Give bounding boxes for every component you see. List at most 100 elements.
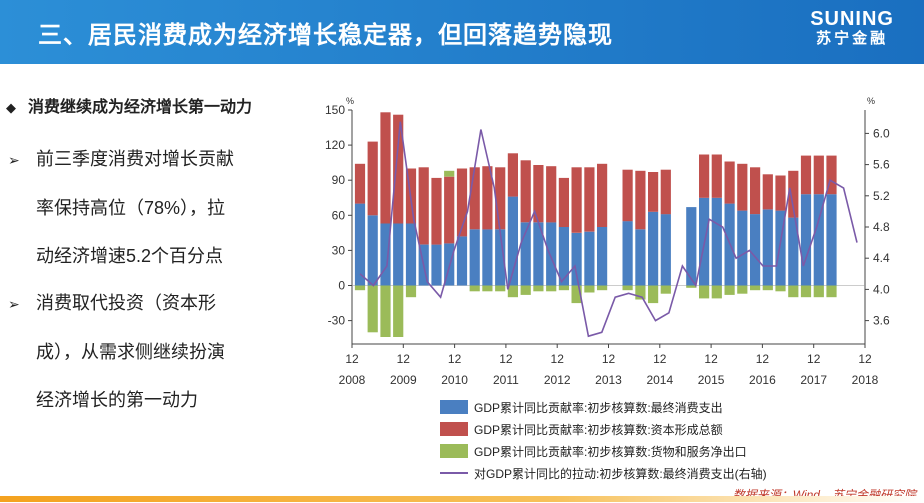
bar-net-export <box>482 285 493 292</box>
chart-container: %% -30 0 30 60 90 120 150 3.6 4.0 4.4 4.8 5.2 5.6 6.0 1… <box>300 92 920 397</box>
footer-accent-bar <box>0 496 924 502</box>
bar-net-export <box>584 285 595 293</box>
bar-consumption <box>648 211 659 286</box>
bar-capital <box>558 177 569 227</box>
x-year-label: 2016 <box>749 373 776 387</box>
bar-consumption <box>686 207 697 286</box>
arrow-icon: ➢ <box>8 296 20 312</box>
y2-tick-label: 5.2 <box>873 189 890 203</box>
bar-capital <box>444 176 455 244</box>
bar-consumption <box>367 215 378 286</box>
bar-capital <box>495 167 506 230</box>
bar-consumption <box>737 210 748 286</box>
x-year-label: 2011 <box>493 373 519 387</box>
bar-net-export <box>788 285 799 298</box>
left-axis-unit: % <box>346 96 354 106</box>
bar-capital <box>546 166 557 223</box>
bar-consumption <box>711 197 722 286</box>
bar-net-export <box>558 285 569 291</box>
bar-capital <box>380 112 391 224</box>
bar-consumption <box>354 203 366 286</box>
x-year-label: 2014 <box>646 373 673 387</box>
x-month-label: 12 <box>602 352 616 366</box>
bar-consumption <box>482 229 493 286</box>
bar-consumption <box>597 227 608 286</box>
right-axis-unit: % <box>867 96 875 106</box>
bar-consumption <box>495 229 506 286</box>
bar-capital <box>456 168 468 237</box>
arrow-icon: ➢ <box>8 152 20 168</box>
bar-net-export <box>571 285 582 304</box>
x-month-label: 12 <box>448 352 462 366</box>
bar-capital <box>660 169 671 215</box>
y2-tick-label: 4.8 <box>873 220 890 234</box>
bar-net-export <box>354 285 366 291</box>
bar-capital <box>648 172 659 212</box>
bar-consumption <box>813 194 824 286</box>
bullet-2-line-2: 成），从需求侧继续扮演 <box>36 342 225 362</box>
x-year-label: 2008 <box>339 373 366 387</box>
bar-net-export <box>469 285 480 292</box>
bar-capital <box>418 167 429 245</box>
y2-tick-label: 4.4 <box>873 251 890 265</box>
bar-net-export <box>635 285 646 300</box>
bar-net-export <box>775 285 786 292</box>
legend-item-capital: GDP累计同比贡献率:初步核算数:资本形成总额 <box>440 418 767 440</box>
y2-tick-label: 3.6 <box>873 314 890 328</box>
bar-consumption <box>660 214 671 286</box>
bar-consumption <box>431 244 442 286</box>
bar-capital <box>393 114 404 224</box>
legend-label-net-export: GDP累计同比贡献率:初步核算数:货物和服务净出口 <box>474 444 747 459</box>
bullet-item-2: ➢ 消费取代投资（资本形 成），从需求侧继续扮演 经济增长的第一动力 <box>8 279 225 424</box>
bar-net-export <box>699 285 710 299</box>
bar-capital <box>762 174 773 210</box>
bar-net-export <box>405 285 417 298</box>
legend-swatch-net-export <box>440 444 468 458</box>
bullet-2-line-1: 消费取代投资（资本形 <box>36 293 216 313</box>
bar-net-export <box>737 285 748 294</box>
bar-consumption <box>762 209 773 286</box>
x-year-label: 2018 <box>852 373 879 387</box>
bar-consumption <box>380 223 391 286</box>
section-heading: ◆ 消费继续成为经济增长第一动力 <box>6 93 252 117</box>
bar-net-export <box>546 285 557 292</box>
bar-consumption <box>456 236 468 286</box>
header-bar: 三、居民消费成为经济增长稳定器，但回落趋势隐现 SUNING 苏宁金融 <box>0 0 924 64</box>
brand-name-en: SUNING <box>810 8 894 30</box>
x-month-label: 12 <box>345 352 359 366</box>
bar-capital <box>800 155 812 195</box>
bar-consumption <box>584 231 595 286</box>
legend-item-consumption: GDP累计同比贡献率:初步核算数:最终消费支出 <box>440 396 767 418</box>
x-month-label: 12 <box>807 352 821 366</box>
bar-consumption <box>571 232 582 286</box>
bar-consumption <box>405 223 417 286</box>
line-consumption-pull <box>359 121 858 338</box>
y-tick-label: 60 <box>332 208 346 222</box>
section-heading-text: 消费继续成为经济增长第一动力 <box>28 99 253 116</box>
bullet-1-line-3: 动经济增速5.2个百分点 <box>36 246 224 266</box>
bar-capital <box>813 155 824 195</box>
bar-capital <box>482 166 493 230</box>
bar-net-export <box>660 285 671 294</box>
bar-consumption <box>393 223 404 286</box>
bar-capital <box>750 167 761 215</box>
bar-capital <box>520 160 531 223</box>
x-year-label: 2009 <box>390 373 417 387</box>
bar-net-export <box>750 285 761 291</box>
bullet-1-line-2: 率保持高位（78%），拉 <box>36 198 226 218</box>
legend-swatch-line <box>440 472 468 474</box>
bar-capital <box>571 167 582 233</box>
bar-consumption <box>520 222 531 286</box>
y2-tick-label: 5.6 <box>873 158 890 172</box>
bar-net-export <box>367 285 378 333</box>
bar-capital <box>533 165 544 223</box>
y-tick-label: 90 <box>332 173 346 187</box>
bar-consumption <box>546 222 557 286</box>
bar-capital <box>431 177 442 245</box>
bar-consumption <box>826 194 837 286</box>
bar-capital <box>724 161 735 204</box>
bar-net-export <box>520 285 531 295</box>
bar-capital <box>507 153 518 197</box>
x-month-label: 12 <box>551 352 565 366</box>
bar-capital <box>775 175 786 211</box>
